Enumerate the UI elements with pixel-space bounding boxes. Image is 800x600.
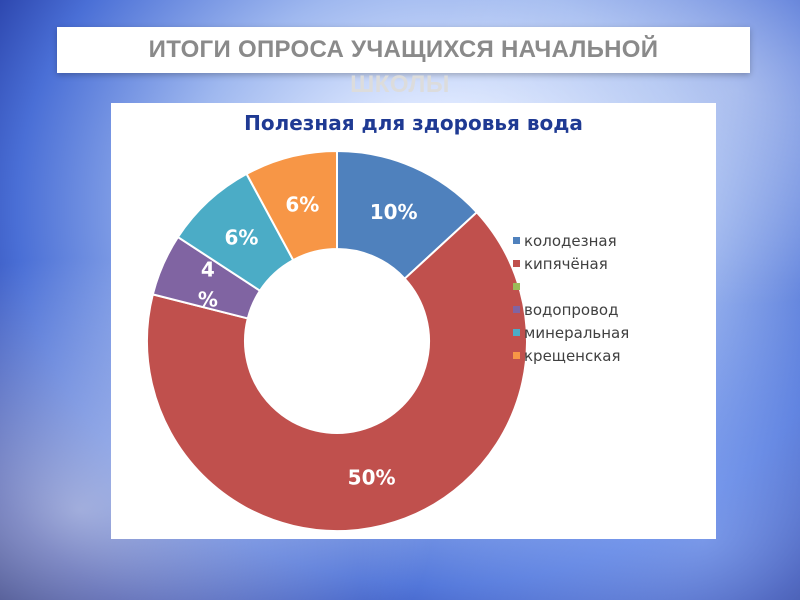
slide-title-continued: ШКОЛЫ [350,73,450,98]
data-label-крещенская: 6% [285,192,319,216]
data-label-колодезная: 10% [370,200,418,224]
legend-item: крещенская [513,344,629,367]
legend-label: кипячёная [524,254,608,273]
legend-swatch [513,329,520,336]
legend-item: кипячёная [513,252,629,275]
legend-swatch [513,237,520,244]
legend-item: минеральная [513,321,629,344]
legend-swatch [513,352,520,359]
doughnut-chart: 10% 50% 4 % 6% 6% [146,149,528,532]
slice-крещенская [245,149,338,262]
legend-swatch [513,283,520,290]
slide-title-box: ИТОГИ ОПРОСА УЧАЩИХСЯ НАЧАЛЬНОЙ [57,27,750,73]
legend-item [513,275,629,298]
data-label-минеральная: 6% [225,225,259,249]
data-label-кипячёная: 50% [348,466,396,490]
legend-item: колодезная [513,229,629,252]
slice-кипячёная [146,210,528,532]
chart-title: Полезная для здоровья вода [244,111,583,135]
chart-card: Полезная для здоровья вода 10% 50% 4% 6% 6% … [111,103,716,539]
legend-item: водопровод [513,298,629,321]
legend-label: водопровод [524,300,619,319]
chart-legend: колодезная кипячёная водопровод минеральная… [513,229,629,367]
data-label-водопровод: 4% [198,257,218,311]
legend-label: колодезная [524,231,617,250]
slide-title: ИТОГИ ОПРОСА УЧАЩИХСЯ НАЧАЛЬНОЙ [148,36,659,63]
legend-swatch [513,306,520,313]
legend-label: минеральная [524,323,630,342]
legend-swatch [513,260,520,267]
legend-label: крещенская [524,346,621,365]
